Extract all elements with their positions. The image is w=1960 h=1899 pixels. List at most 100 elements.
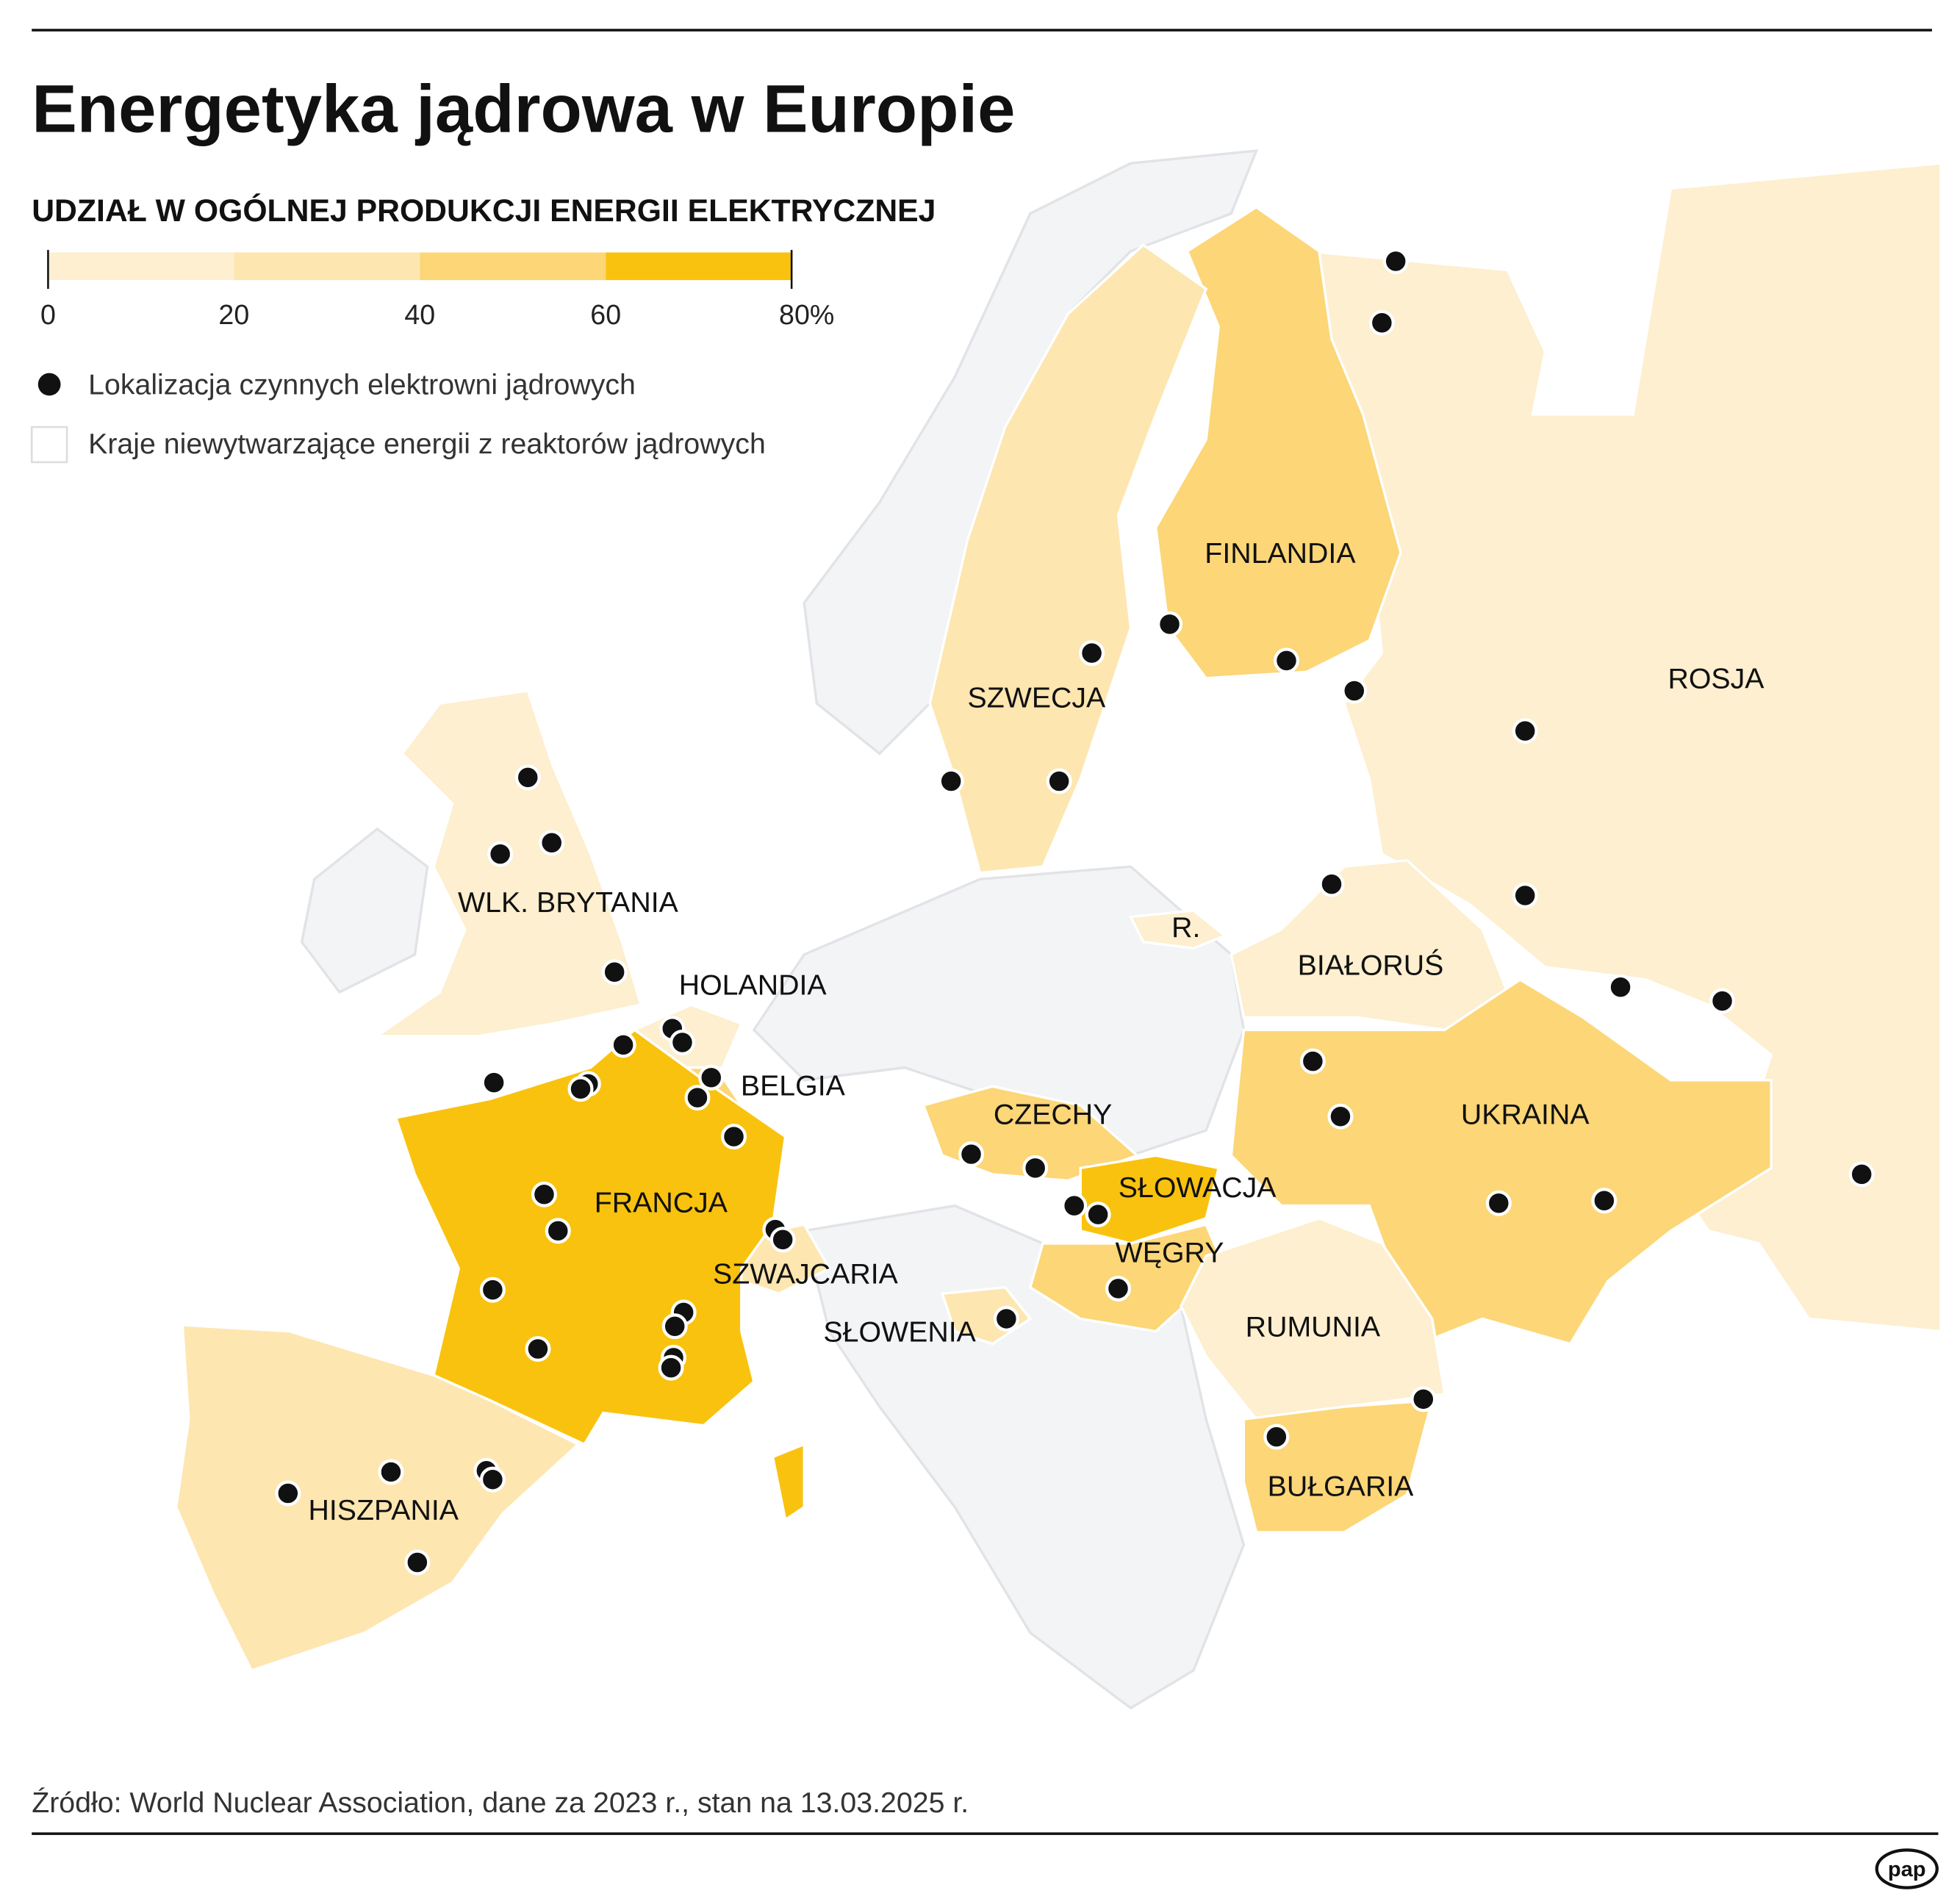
scale-segment xyxy=(48,252,234,281)
plant-dot xyxy=(479,1277,506,1303)
plant-dot xyxy=(1022,1155,1049,1181)
plant-dot xyxy=(1485,1190,1512,1216)
plant-dot xyxy=(993,1305,1019,1332)
scale-segment xyxy=(234,252,420,281)
plant-dot xyxy=(1591,1188,1618,1214)
country-label: WLK. BRYTANIA xyxy=(458,886,679,919)
countries xyxy=(174,162,1942,1673)
legend-items: Lokalizacja czynnych elektrowni jądrowyc… xyxy=(30,369,766,464)
country-label: WĘGRY xyxy=(1116,1237,1224,1269)
title: Energetyka jądrowa w Europie xyxy=(32,70,1015,146)
lithuania xyxy=(1128,909,1228,950)
plant-dots xyxy=(275,248,1875,1576)
plant-dot xyxy=(1079,640,1105,667)
plant-dot xyxy=(1512,718,1538,744)
plant-dot xyxy=(1157,611,1183,637)
plant-dot xyxy=(275,1480,301,1507)
legend-swatch xyxy=(30,426,68,464)
slovakia xyxy=(1079,1154,1221,1245)
plant-dot xyxy=(1607,974,1634,1000)
plant-dot xyxy=(479,1466,506,1493)
finland xyxy=(1154,205,1402,680)
plant-dot xyxy=(1327,1103,1354,1130)
plant-dot xyxy=(1512,882,1538,909)
plant-dot xyxy=(1273,647,1300,674)
plant-dot xyxy=(669,1029,695,1055)
legend-dot xyxy=(37,373,61,396)
ukraine xyxy=(1230,977,1773,1346)
plant-dot xyxy=(1299,1048,1326,1074)
plant-dot xyxy=(721,1124,747,1150)
legend-scale: 0 20 40 60 80% xyxy=(40,250,834,330)
country-label: SŁOWENIA xyxy=(823,1315,976,1348)
plant-dot xyxy=(938,768,964,794)
country-label: R. xyxy=(1171,911,1200,944)
plant-dot xyxy=(1341,678,1368,704)
plant-dot xyxy=(525,1335,551,1362)
plant-dot xyxy=(487,841,514,867)
plant-dot xyxy=(1263,1424,1290,1450)
plant-dot xyxy=(1085,1202,1111,1228)
country-label: SŁOWACJA xyxy=(1119,1171,1277,1204)
scale-label: 60 xyxy=(590,299,621,330)
plant-dot xyxy=(1105,1275,1132,1302)
source: Źródło: World Nuclear Association, dane … xyxy=(32,1787,969,1819)
country-label: BELGIA xyxy=(741,1069,846,1102)
country-label: HISZPANIA xyxy=(308,1494,459,1526)
scale-label: 40 xyxy=(404,299,435,330)
plant-dot xyxy=(601,959,628,986)
legend-item: Lokalizacja czynnych elektrowni jądrowyc… xyxy=(88,369,636,401)
country-label: BIAŁORUŚ xyxy=(1298,948,1444,981)
country-label: FRANCJA xyxy=(595,1186,728,1218)
country-label: UKRAINA xyxy=(1461,1099,1590,1131)
scale-label: 0 xyxy=(40,299,56,330)
plant-dot xyxy=(481,1069,507,1096)
corsica xyxy=(771,1442,805,1522)
country-label: HOLANDIA xyxy=(679,969,828,1002)
plant-dot xyxy=(1368,309,1395,336)
uk xyxy=(373,689,643,1038)
plant-dot xyxy=(1709,988,1736,1014)
plant-dot xyxy=(698,1064,725,1091)
logo-badge xyxy=(1875,1848,1939,1889)
logo: pap xyxy=(1888,1858,1926,1881)
plant-dot xyxy=(1318,871,1345,897)
country-label: ROSJA xyxy=(1668,663,1765,695)
plant-dot xyxy=(567,1076,594,1102)
plant-dot xyxy=(661,1313,688,1340)
plant-dot xyxy=(769,1227,796,1253)
subtitle: UDZIAŁ W OGÓLNEJ PRODUKCJI ENERGII ELEKT… xyxy=(32,193,936,229)
scale-label: 20 xyxy=(218,299,249,330)
scale-segment xyxy=(420,252,606,281)
plant-dot xyxy=(610,1032,636,1058)
plant-dot xyxy=(658,1354,684,1381)
plant-dot xyxy=(514,764,541,791)
country-label: FINLANDIA xyxy=(1205,537,1356,570)
bulgaria xyxy=(1242,1399,1435,1534)
country-label: SZWECJA xyxy=(968,681,1107,714)
country-label: BUŁGARIA xyxy=(1268,1471,1415,1503)
plant-dot xyxy=(958,1141,985,1168)
plant-dot xyxy=(539,830,565,856)
sweden xyxy=(928,243,1208,875)
country-label: RUMUNIA xyxy=(1246,1310,1381,1343)
plant-dot xyxy=(1046,768,1072,794)
plant-dot xyxy=(545,1218,571,1244)
plant-dot xyxy=(1061,1193,1088,1219)
plant-dot xyxy=(404,1549,431,1576)
plant-dot xyxy=(378,1459,404,1485)
romania xyxy=(1180,1216,1446,1421)
scale-segment xyxy=(606,252,792,281)
spain xyxy=(174,1324,581,1673)
plant-dot xyxy=(1382,248,1409,274)
country-label: CZECHY xyxy=(994,1099,1113,1131)
belarus xyxy=(1230,858,1510,1032)
legend-item: Kraje niewytwarzające energii z reaktoró… xyxy=(88,428,766,460)
plant-dot xyxy=(684,1085,711,1111)
country-label: SZWAJCARIA xyxy=(713,1258,899,1290)
scale-label: 80% xyxy=(779,299,834,330)
plant-dot xyxy=(1410,1386,1437,1412)
plant-dot xyxy=(531,1181,557,1207)
